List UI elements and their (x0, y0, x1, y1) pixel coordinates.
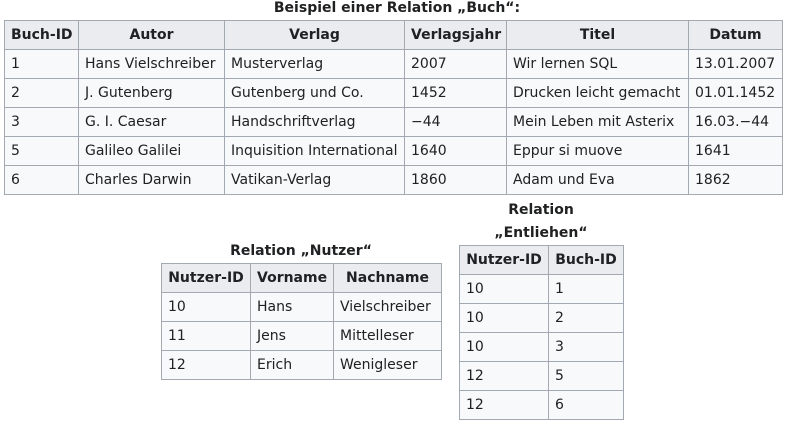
table-row: 2 J. Gutenberg Gutenberg und Co. 1452 Drucke… (4, 78, 783, 108)
table-cell: 11 (161, 321, 251, 351)
table-cell: 3 (4, 107, 79, 137)
table-cell: Wenigleser (333, 350, 442, 380)
table-row: 10 1 (459, 274, 624, 304)
table-row: 5 Galileo Galilei Inquisition Internationa… (4, 136, 783, 166)
buch-caption: Beispiel einer Relation „Buch“: (273, 0, 521, 16)
table-cell: Adam und Eva (506, 165, 689, 195)
table-cell: 16.03.−44 (688, 107, 783, 137)
column-header: Verlag (224, 20, 405, 50)
table-cell: 12 (459, 390, 549, 420)
table-row: 1 Hans Vielschreiber Musterverlag 2007 Wir l… (4, 49, 783, 79)
table-cell: Musterverlag (224, 49, 405, 79)
table-cell: 10 (459, 303, 549, 333)
column-header: Titel (506, 20, 689, 50)
table-header-row: Buch-ID Autor Verlag Verlagsjahr Titel Datum (4, 20, 783, 50)
column-header: Nutzer-ID (161, 263, 251, 293)
table-cell: 6 (4, 165, 79, 195)
table-cell: Eppur si muove (506, 136, 689, 166)
column-header: Nutzer-ID (459, 245, 549, 275)
table-cell: −44 (404, 107, 507, 137)
table-row: 11 Jens Mittelleser (161, 321, 442, 351)
table-cell: Hans Vielschreiber (78, 49, 225, 79)
table-cell: 5 (4, 136, 79, 166)
entliehen-caption-line1: Relation (508, 202, 574, 218)
table-cell: 1 (548, 274, 624, 304)
table-row: 6 Charles Darwin Vatikan-Verlag 1860 Adam un… (4, 165, 783, 195)
table-cell: Inquisition International (224, 136, 405, 166)
entliehen-table: Nutzer-ID Buch-ID 10 1 10 2 10 3 12 5 12 6 (459, 245, 624, 420)
table-cell: Erich (250, 350, 334, 380)
column-header: Autor (78, 20, 225, 50)
entliehen-caption-line2: „Entliehen“ (494, 225, 588, 241)
table-cell: Gutenberg und Co. (224, 78, 405, 108)
table-cell: Hans (250, 292, 334, 322)
table-cell: 10 (161, 292, 251, 322)
table-cell: Wir lernen SQL (506, 49, 689, 79)
table-cell: 5 (548, 361, 624, 391)
table-cell: 2007 (404, 49, 507, 79)
table-cell: 01.01.1452 (688, 78, 783, 108)
table-header-row: Nutzer-ID Buch-ID (459, 245, 624, 275)
table-row: 10 2 (459, 303, 624, 333)
table-cell: 6 (548, 390, 624, 420)
table-cell: 10 (459, 332, 549, 362)
table-cell: G. I. Caesar (78, 107, 225, 137)
buch-table: Buch-ID Autor Verlag Verlagsjahr Titel Datum … (4, 20, 783, 195)
table-cell: 1641 (688, 136, 783, 166)
table-cell: 3 (548, 332, 624, 362)
column-header: Nachname (333, 263, 442, 293)
table-cell: Mein Leben mit Asterix (506, 107, 689, 137)
table-cell: Vielschreiber (333, 292, 442, 322)
table-cell: Handschriftverlag (224, 107, 405, 137)
table-cell: Galileo Galilei (78, 136, 225, 166)
column-header: Buch-ID (548, 245, 624, 275)
table-row: 12 5 (459, 361, 624, 391)
table-cell: 2 (548, 303, 624, 333)
table-cell: 2 (4, 78, 79, 108)
column-header: Datum (688, 20, 783, 50)
table-cell: 1452 (404, 78, 507, 108)
nutzer-caption: Relation „Nutzer“ (230, 243, 372, 259)
table-cell: Mittelleser (333, 321, 442, 351)
table-cell: 1640 (404, 136, 507, 166)
table-cell: 1 (4, 49, 79, 79)
table-header-row: Nutzer-ID Vorname Nachname (161, 263, 442, 293)
table-cell: 1860 (404, 165, 507, 195)
column-header: Buch-ID (4, 20, 79, 50)
table-cell: 12 (459, 361, 549, 391)
table-cell: 12 (161, 350, 251, 380)
table-row: 3 G. I. Caesar Handschriftverlag −44 Mein Le… (4, 107, 783, 137)
table-row: 12 6 (459, 390, 624, 420)
table-row: 10 Hans Vielschreiber (161, 292, 442, 322)
nutzer-table: Nutzer-ID Vorname Nachname 10 Hans Vielschre… (161, 263, 442, 380)
table-row: 10 3 (459, 332, 624, 362)
table-cell: J. Gutenberg (78, 78, 225, 108)
column-header: Verlagsjahr (404, 20, 507, 50)
table-cell: Jens (250, 321, 334, 351)
table-row: 12 Erich Wenigleser (161, 350, 442, 380)
table-cell: 13.01.2007 (688, 49, 783, 79)
table-cell: Drucken leicht gemacht (506, 78, 689, 108)
table-cell: Charles Darwin (78, 165, 225, 195)
table-cell: 10 (459, 274, 549, 304)
column-header: Vorname (250, 263, 334, 293)
table-cell: 1862 (688, 165, 783, 195)
table-cell: Vatikan-Verlag (224, 165, 405, 195)
